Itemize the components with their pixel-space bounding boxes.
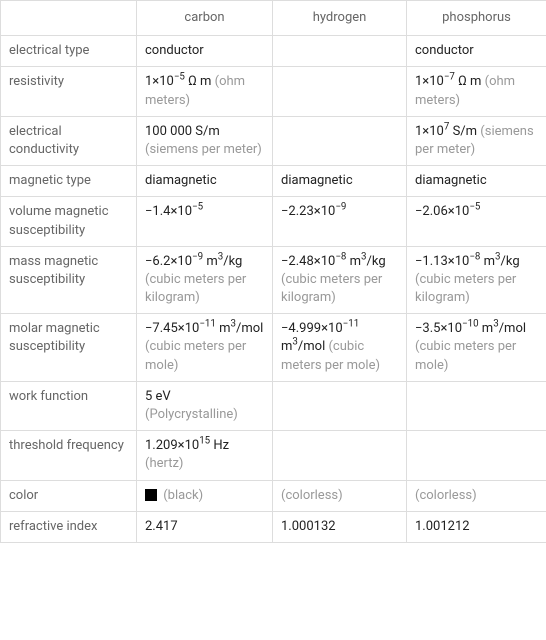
row-label: electrical type bbox=[1, 36, 137, 67]
value-text: (colorless) bbox=[281, 488, 343, 503]
unit-text: (cubic meters per kilogram) bbox=[415, 272, 516, 305]
row-label: electrical conductivity bbox=[1, 116, 137, 165]
cell-value: −6.2×10−9 m3/kg (cubic meters per kilogr… bbox=[137, 246, 273, 314]
cell-value: diamagnetic bbox=[137, 166, 273, 197]
value-text: −2.23×10−9 bbox=[281, 204, 346, 219]
value-text: 1.209×1015 Hz bbox=[145, 438, 229, 453]
cell-value: 5 eV (Polycrystalline) bbox=[137, 381, 273, 430]
cell-value bbox=[273, 67, 407, 116]
cell-value bbox=[273, 116, 407, 165]
row-label: color bbox=[1, 480, 137, 511]
table-row: molar magnetic susceptibility −7.45×10−1… bbox=[1, 314, 546, 382]
cell-value: −3.5×10−10 m3/mol (cubic meters per mole… bbox=[407, 314, 546, 382]
value-text: diamagnetic bbox=[415, 173, 487, 188]
cell-value: −1.13×10−8 m3/kg (cubic meters per kilog… bbox=[407, 246, 546, 314]
row-label: volume magnetic susceptibility bbox=[1, 197, 137, 246]
header-empty bbox=[1, 1, 137, 36]
row-label: threshold frequency bbox=[1, 431, 137, 480]
cell-value: conductor bbox=[407, 36, 546, 67]
cell-value: diamagnetic bbox=[407, 166, 546, 197]
header-phosphorus: phosphorus bbox=[407, 1, 546, 36]
cell-value: −2.06×10−5 bbox=[407, 197, 546, 246]
table-row: resistivity 1×10−5 Ω m (ohm meters) 1×10… bbox=[1, 67, 546, 116]
unit-text: (cubic meters per kilogram) bbox=[281, 272, 382, 305]
value-text: 100 000 S/m bbox=[145, 124, 220, 139]
cell-value bbox=[273, 36, 407, 67]
cell-value: 100 000 S/m (siemens per meter) bbox=[137, 116, 273, 165]
unit-text: (Polycrystalline) bbox=[145, 407, 238, 422]
cell-value: conductor bbox=[137, 36, 273, 67]
cell-value: (black) bbox=[137, 480, 273, 511]
cell-value: 1×10−5 Ω m (ohm meters) bbox=[137, 67, 273, 116]
cell-value bbox=[273, 431, 407, 480]
unit-text: (siemens per meter) bbox=[145, 142, 262, 157]
row-label: molar magnetic susceptibility bbox=[1, 314, 137, 382]
value-text: −6.2×10−9 m3/kg bbox=[145, 254, 242, 269]
cell-value: 1×10−7 Ω m (ohm meters) bbox=[407, 67, 546, 116]
value-text: 2.417 bbox=[145, 519, 178, 534]
cell-value bbox=[273, 381, 407, 430]
row-label: magnetic type bbox=[1, 166, 137, 197]
unit-text: (cubic meters per mole) bbox=[145, 339, 246, 372]
value-text: 1×10−7 Ω m bbox=[415, 74, 481, 89]
table-row: refractive index 2.417 1.000132 1.001212 bbox=[1, 511, 546, 542]
cell-value: −7.45×10−11 m3/mol (cubic meters per mol… bbox=[137, 314, 273, 382]
value-text: 1.000132 bbox=[281, 519, 336, 534]
value-text: −2.06×10−5 bbox=[415, 204, 480, 219]
value-text: 1.001212 bbox=[415, 519, 470, 534]
value-text: 1×10−5 Ω m bbox=[145, 74, 211, 89]
value-text: conductor bbox=[145, 43, 204, 58]
properties-table: carbon hydrogen phosphorus electrical ty… bbox=[0, 0, 546, 543]
cell-value bbox=[407, 381, 546, 430]
cell-value: (colorless) bbox=[407, 480, 546, 511]
row-label: mass magnetic susceptibility bbox=[1, 246, 137, 314]
cell-value: 1.209×1015 Hz (hertz) bbox=[137, 431, 273, 480]
value-text: −1.4×10−5 bbox=[145, 204, 203, 219]
unit-text: (cubic meters per kilogram) bbox=[145, 272, 246, 305]
cell-value: −1.4×10−5 bbox=[137, 197, 273, 246]
table-row: color (black) (colorless) (colorless) bbox=[1, 480, 546, 511]
value-text: −2.48×10−8 m3/kg bbox=[281, 254, 386, 269]
cell-value bbox=[407, 431, 546, 480]
value-text: (black) bbox=[160, 488, 203, 503]
cell-value: 1×107 S/m (siemens per meter) bbox=[407, 116, 546, 165]
value-text: 1×107 S/m bbox=[415, 124, 477, 139]
table-row: work function 5 eV (Polycrystalline) bbox=[1, 381, 546, 430]
table-row: electrical type conductor conductor bbox=[1, 36, 546, 67]
table-row: threshold frequency 1.209×1015 Hz (hertz… bbox=[1, 431, 546, 480]
value-text: diamagnetic bbox=[145, 173, 217, 188]
unit-text: (cubic meters per mole) bbox=[415, 339, 516, 372]
cell-value: (colorless) bbox=[273, 480, 407, 511]
cell-value: 1.000132 bbox=[273, 511, 407, 542]
header-row: carbon hydrogen phosphorus bbox=[1, 1, 546, 36]
header-carbon: carbon bbox=[137, 1, 273, 36]
row-label: work function bbox=[1, 381, 137, 430]
cell-value: diamagnetic bbox=[273, 166, 407, 197]
table-row: electrical conductivity 100 000 S/m (sie… bbox=[1, 116, 546, 165]
unit-text: (hertz) bbox=[145, 456, 183, 471]
value-text: 5 eV bbox=[145, 389, 171, 404]
value-text: diamagnetic bbox=[281, 173, 353, 188]
value-text: −7.45×10−11 m3/mol bbox=[145, 321, 263, 336]
cell-value: −2.48×10−8 m3/kg (cubic meters per kilog… bbox=[273, 246, 407, 314]
cell-value: −2.23×10−9 bbox=[273, 197, 407, 246]
cell-value: 1.001212 bbox=[407, 511, 546, 542]
value-text: (colorless) bbox=[415, 488, 477, 503]
table-row: volume magnetic susceptibility −1.4×10−5… bbox=[1, 197, 546, 246]
row-label: refractive index bbox=[1, 511, 137, 542]
table-row: magnetic type diamagnetic diamagnetic di… bbox=[1, 166, 546, 197]
table-row: mass magnetic susceptibility −6.2×10−9 m… bbox=[1, 246, 546, 314]
value-text: conductor bbox=[415, 43, 474, 58]
header-hydrogen: hydrogen bbox=[273, 1, 407, 36]
value-text: −3.5×10−10 m3/mol bbox=[415, 321, 526, 336]
cell-value: 2.417 bbox=[137, 511, 273, 542]
cell-value: −4.999×10−11 m3/mol (cubic meters per mo… bbox=[273, 314, 407, 382]
color-swatch-icon bbox=[145, 489, 157, 501]
value-text: −1.13×10−8 m3/kg bbox=[415, 254, 520, 269]
row-label: resistivity bbox=[1, 67, 137, 116]
